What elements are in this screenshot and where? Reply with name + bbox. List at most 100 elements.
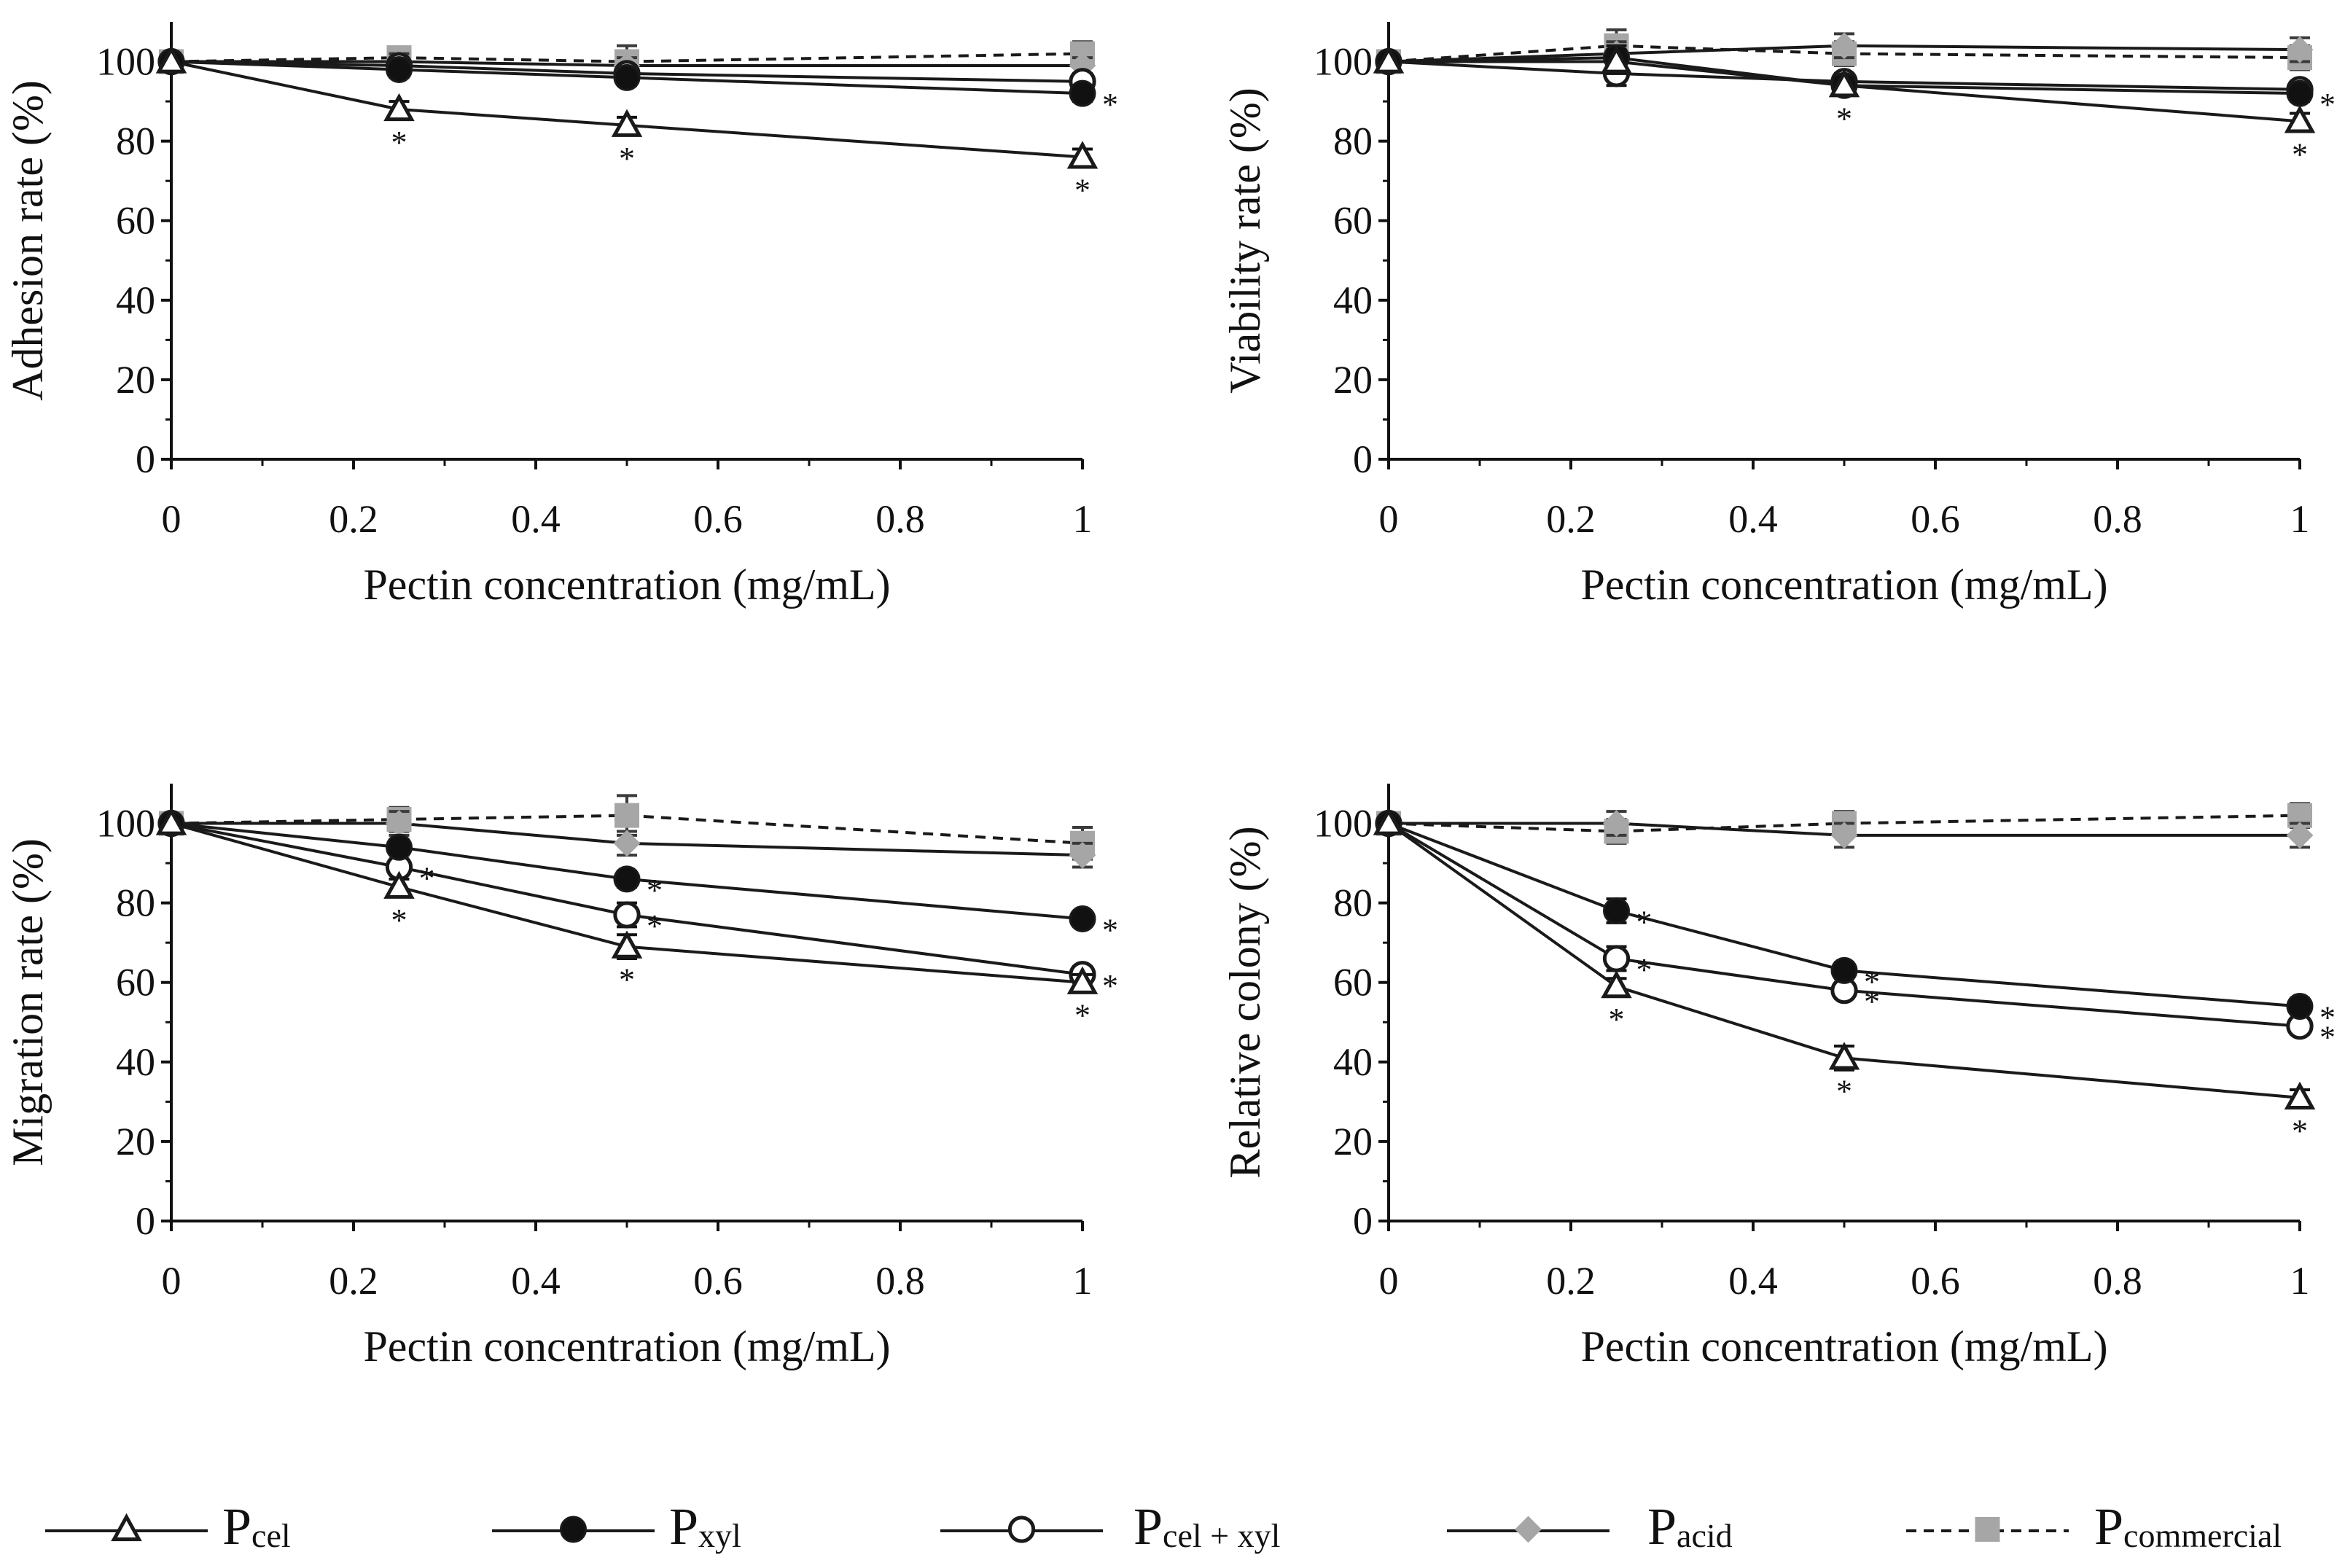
x-tick-label: 0 <box>1379 1259 1399 1303</box>
legend-label-main: P <box>669 1497 698 1556</box>
legend-label-main: P <box>222 1497 251 1556</box>
x-tick-label: 0.8 <box>875 1259 925 1303</box>
significance-marker: * <box>2319 999 2336 1035</box>
chart-svg: 0 20 40 60 80 100 0 0.2 0.4 0.6 0.8 1 Pectin concent… <box>1221 784 2336 1370</box>
series-line-Pcelxyl <box>171 60 1083 83</box>
x-tick-label: 1 <box>2290 497 2310 541</box>
x-axis-label: Pectin concentration (mg/mL) <box>363 1322 890 1370</box>
legend-label-Pacid: Pacid <box>1647 1497 1733 1556</box>
data-point-Pxyl <box>613 865 641 893</box>
y-tick-label: 20 <box>116 358 155 402</box>
significance-marker: * <box>391 125 407 160</box>
x-tick-label: 0.6 <box>1911 497 1960 541</box>
significance-marker: * <box>2292 1113 2308 1149</box>
viability-rate-chart: 0 20 40 60 80 100 0 0.2 0.4 0.6 0.8 1 Pectin concent… <box>1195 0 2345 656</box>
data-point-Pcommercial <box>614 803 639 828</box>
significance-marker: * <box>1102 87 1118 122</box>
data-point-Pcel <box>383 870 415 899</box>
significance-marker: * <box>647 873 663 908</box>
legend-label-sub: cel <box>251 1517 291 1554</box>
legend-label-Pxyl: Pxyl <box>669 1497 741 1556</box>
y-tick-label: 0 <box>1353 437 1373 481</box>
data-point-Pxyl <box>386 55 413 83</box>
data-point-Pxyl <box>386 833 413 861</box>
significance-marker: * <box>391 902 407 938</box>
data-point-Pacid <box>1069 841 1096 869</box>
series-line-Pxyl <box>171 60 1083 95</box>
x-tick-label: 0.8 <box>2093 497 2142 541</box>
legend-label-Pcel: Pcel <box>222 1497 291 1556</box>
y-axis-label: Viability rate (%) <box>1221 87 1269 394</box>
data-point-Pxyl <box>1069 79 1096 107</box>
data-point-Pcelxyl <box>1602 945 1631 972</box>
data-point-Pcel <box>1373 45 1405 74</box>
y-tick-label: 80 <box>1333 881 1373 925</box>
significance-marker: * <box>619 962 635 998</box>
x-tick-label: 0.6 <box>693 497 743 541</box>
y-tick-label: 40 <box>116 278 155 322</box>
significance-marker: * <box>1102 968 1118 1004</box>
data-point-Pcel <box>2284 105 2316 133</box>
y-tick-label: 20 <box>116 1120 155 1163</box>
x-tick-label: 0.8 <box>875 497 925 541</box>
data-point-Pcel <box>155 807 187 835</box>
x-tick-label: 0 <box>162 497 182 541</box>
y-tick-label: 40 <box>116 1040 155 1084</box>
legend-label-sub: cel + xyl <box>1163 1517 1280 1554</box>
y-tick-label: 0 <box>136 1199 155 1243</box>
series-line-Pcel <box>1389 60 2301 123</box>
x-tick-label: 0.4 <box>1728 1259 1778 1303</box>
significance-marker: * <box>1074 172 1090 208</box>
legend-label-Pcommercial: Pcommercial <box>2094 1497 2282 1556</box>
y-tick-label: 60 <box>1333 961 1373 1005</box>
series-line-Pcommercial <box>1388 814 2301 833</box>
x-tick-label: 0.2 <box>329 497 378 541</box>
x-tick-label: 0.4 <box>511 497 561 541</box>
significance-marker: * <box>2319 1020 2336 1056</box>
legend-label-Pcelxyl: Pcel + xyl <box>1134 1497 1280 1556</box>
data-point-Pacid <box>613 830 641 857</box>
y-tick-label: 60 <box>116 961 155 1005</box>
data-point-Pxyl <box>613 63 641 91</box>
migration-rate-chart: 0 20 40 60 80 100 0 0.2 0.4 0.6 0.8 1 Pectin concent… <box>0 729 1195 1458</box>
significance-marker: * <box>1609 1002 1625 1037</box>
data-point-Pcel <box>1066 141 1099 169</box>
data-point-Pacid <box>1830 822 1858 849</box>
data-point-Pcel <box>155 45 187 74</box>
x-tick-label: 0 <box>162 1259 182 1303</box>
data-point-Pcel <box>383 93 415 122</box>
y-tick-label: 60 <box>116 199 155 243</box>
x-tick-label: 1 <box>2290 1259 2310 1303</box>
series-line-Pcelxyl <box>1388 60 2301 91</box>
y-tick-label: 100 <box>96 802 155 846</box>
y-tick-label: 100 <box>1314 40 1373 84</box>
significance-marker: * <box>1636 952 1653 988</box>
y-tick-label: 40 <box>1333 278 1373 322</box>
legend-svg: Pcel Pxyl Pcel + xyl Pacid Pcommercial <box>45 1497 2282 1556</box>
adhesion-rate-chart: 0 20 40 60 80 100 0 0.2 0.4 0.6 0.8 1 Pectin concent… <box>0 0 1195 656</box>
legend-label-sub: acid <box>1677 1517 1733 1554</box>
y-tick-label: 20 <box>1333 358 1373 402</box>
legend-label-main: P <box>2094 1497 2123 1556</box>
significance-marker: * <box>1864 984 1880 1020</box>
x-tick-label: 1 <box>1073 497 1093 541</box>
series-line-Pcommercial <box>171 52 1083 63</box>
y-tick-label: 100 <box>96 40 155 84</box>
data-point-Pcel <box>611 930 643 959</box>
significance-marker: * <box>647 908 663 944</box>
significance-marker: * <box>1074 998 1090 1034</box>
legend-label-sub: commercial <box>2123 1517 2282 1554</box>
y-axis-label: Relative colony (%) <box>1221 826 1269 1178</box>
data-point-Pxyl <box>1069 905 1096 932</box>
legend: Pcel Pxyl Pcel + xyl Pacid Pcommercial <box>0 1480 2345 1560</box>
data-point-Pxyl <box>1830 956 1858 984</box>
data-point-Pcel <box>1601 970 1632 999</box>
series-line-Pxyl <box>1388 822 2301 1008</box>
legend-label-main: P <box>1134 1497 1163 1556</box>
x-tick-label: 0.6 <box>693 1259 743 1303</box>
x-tick-label: 0.4 <box>511 1259 561 1303</box>
data-point-Pxyl <box>2286 992 2314 1020</box>
x-tick-label: 0.4 <box>1728 497 1778 541</box>
series-line-Pcommercial <box>171 814 1083 845</box>
data-point-Pcel <box>1828 1042 1860 1070</box>
